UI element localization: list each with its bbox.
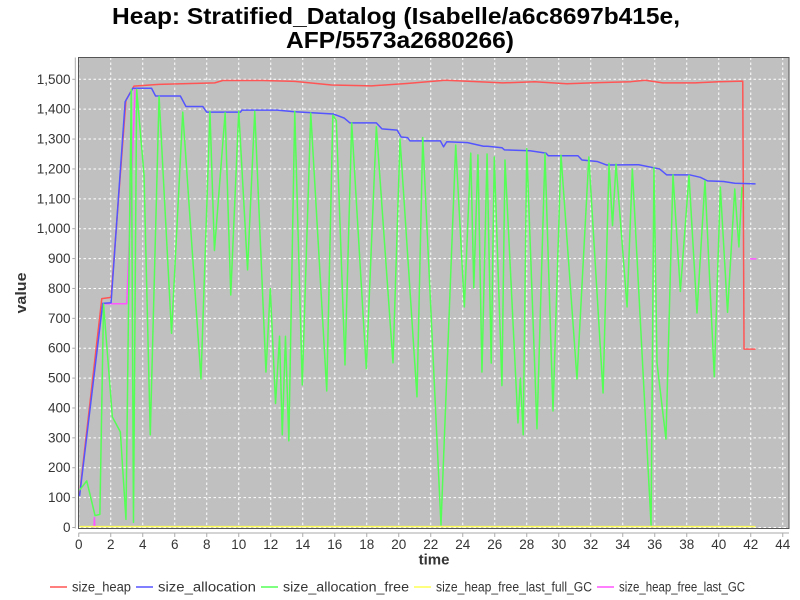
svg-text:size_heap_free_last_GC: size_heap_free_last_GC — [619, 580, 745, 595]
svg-text:time: time — [419, 552, 450, 569]
svg-text:8: 8 — [203, 537, 211, 552]
svg-text:size_heap: size_heap — [72, 580, 131, 595]
svg-text:1,400: 1,400 — [37, 102, 71, 117]
svg-text:38: 38 — [679, 537, 694, 552]
svg-text:42: 42 — [743, 537, 758, 552]
svg-text:4: 4 — [139, 537, 147, 552]
svg-text:32: 32 — [583, 537, 598, 552]
svg-text:size_allocation: size_allocation — [158, 580, 256, 595]
svg-text:200: 200 — [48, 460, 71, 475]
svg-text:1,100: 1,100 — [37, 191, 71, 206]
svg-text:44: 44 — [775, 537, 791, 552]
svg-text:30: 30 — [551, 537, 566, 552]
svg-text:0: 0 — [63, 520, 71, 535]
svg-text:100: 100 — [48, 490, 71, 505]
svg-text:40: 40 — [711, 537, 726, 552]
svg-text:600: 600 — [48, 341, 71, 356]
svg-text:1,500: 1,500 — [37, 72, 71, 87]
svg-text:20: 20 — [391, 537, 406, 552]
svg-text:value: value — [13, 273, 30, 314]
svg-text:12: 12 — [263, 537, 278, 552]
svg-text:26: 26 — [487, 537, 502, 552]
svg-text:10: 10 — [231, 537, 246, 552]
svg-text:34: 34 — [615, 537, 631, 552]
svg-text:18: 18 — [359, 537, 374, 552]
svg-text:Heap: Stratified_Datalog (Isab: Heap: Stratified_Datalog (Isabelle/a6c86… — [112, 3, 680, 29]
svg-text:700: 700 — [48, 311, 71, 326]
svg-text:300: 300 — [48, 430, 71, 445]
svg-text:size_allocation_free: size_allocation_free — [283, 580, 409, 595]
svg-text:16: 16 — [327, 537, 342, 552]
svg-text:AFP/5573a2680266): AFP/5573a2680266) — [286, 27, 514, 53]
svg-text:size_heap_free_last_full_GC: size_heap_free_last_full_GC — [436, 580, 592, 595]
svg-text:28: 28 — [519, 537, 534, 552]
svg-text:400: 400 — [48, 400, 71, 415]
svg-text:6: 6 — [171, 537, 179, 552]
svg-text:1,300: 1,300 — [37, 132, 71, 147]
svg-text:0: 0 — [75, 537, 83, 552]
svg-text:2: 2 — [107, 537, 115, 552]
svg-text:1,000: 1,000 — [37, 221, 71, 236]
svg-text:1,200: 1,200 — [37, 161, 71, 176]
svg-text:24: 24 — [455, 537, 471, 552]
svg-text:22: 22 — [423, 537, 438, 552]
svg-text:14: 14 — [295, 537, 311, 552]
svg-text:900: 900 — [48, 251, 71, 266]
svg-text:800: 800 — [48, 281, 71, 296]
svg-text:36: 36 — [647, 537, 662, 552]
svg-text:500: 500 — [48, 371, 71, 386]
